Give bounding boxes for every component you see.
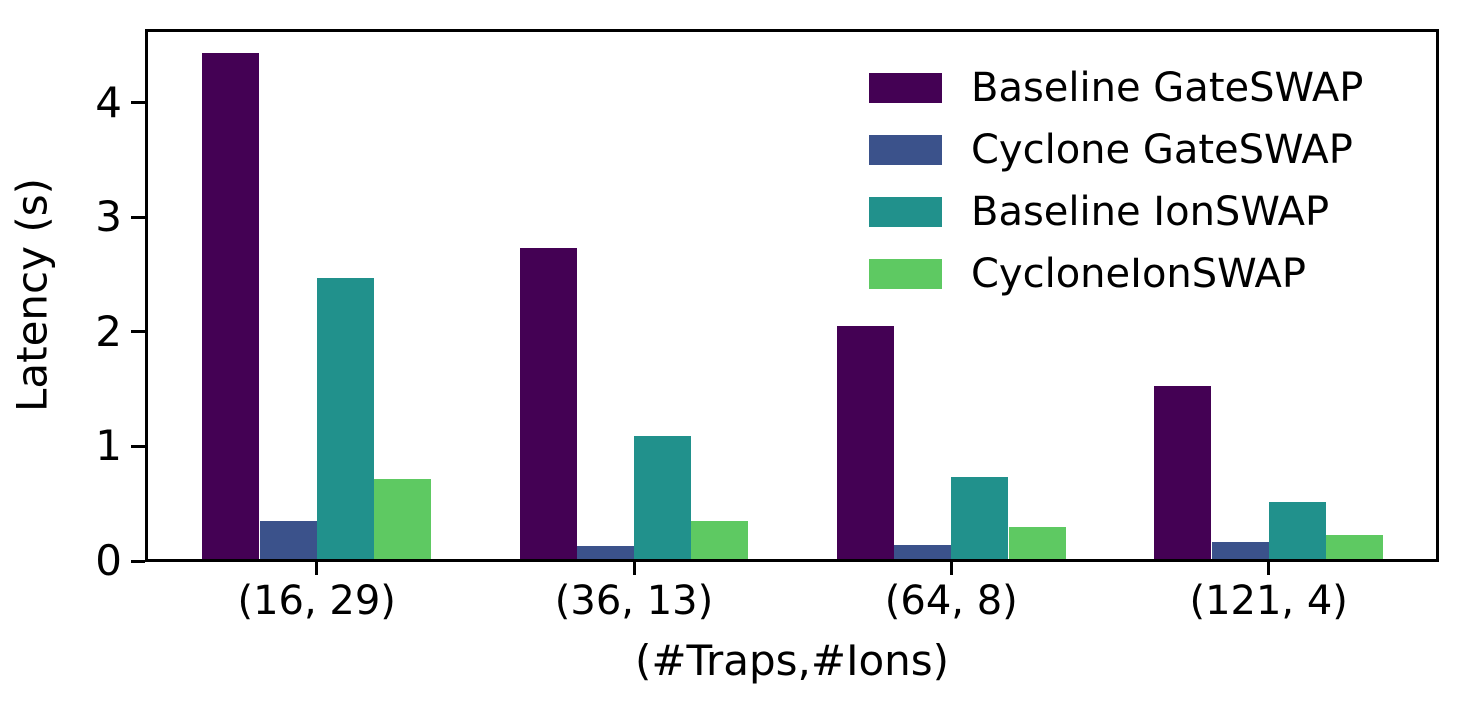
legend: Baseline GateSWAP Cyclone GateSWAP Baselin… — [869, 57, 1363, 305]
legend-swatch — [869, 73, 942, 103]
bar — [634, 436, 692, 559]
legend-swatch — [869, 259, 942, 289]
legend-label: CycloneIonSWAP — [971, 251, 1306, 297]
legend-item: Baseline GateSWAP — [869, 57, 1363, 119]
bar — [1154, 386, 1212, 559]
plot-area — [145, 29, 1439, 562]
bar — [1211, 541, 1269, 559]
bar — [1008, 526, 1066, 559]
x-tick-label: (36, 13) — [554, 578, 714, 624]
y-tick-label: 3 — [95, 192, 122, 242]
legend-item: Baseline IonSWAP — [869, 181, 1363, 243]
y-tick-label: 4 — [95, 77, 122, 127]
bar — [951, 476, 1009, 559]
y-tick-label: 1 — [95, 421, 122, 471]
bar — [373, 478, 432, 559]
x-tick-label: (121, 4) — [1189, 578, 1348, 624]
bar — [894, 545, 952, 559]
legend-label: Baseline IonSWAP — [971, 189, 1330, 235]
y-tick-mark — [131, 330, 145, 334]
bar — [576, 546, 634, 559]
x-tick-label: (64, 8) — [884, 578, 1018, 624]
y-tick-mark — [131, 559, 145, 563]
x-tick-label: (16, 29) — [237, 578, 396, 624]
y-tick-mark — [131, 444, 145, 448]
bar — [836, 326, 895, 559]
legend-item: CycloneIonSWAP — [869, 243, 1363, 305]
x-tick-mark — [632, 562, 636, 575]
bar — [691, 521, 749, 559]
x-tick-mark — [949, 562, 953, 575]
bar — [519, 248, 577, 559]
bar — [259, 521, 317, 559]
x-tick-mark — [1267, 562, 1271, 575]
y-tick-label: 0 — [95, 536, 122, 585]
legend-swatch — [869, 135, 942, 165]
legend-swatch — [869, 197, 942, 227]
x-axis-label: (#Traps,#Ions) — [634, 636, 950, 685]
legend-label: Baseline GateSWAP — [971, 65, 1364, 111]
y-tick-mark — [131, 101, 145, 105]
legend-label: Cyclone GateSWAP — [971, 127, 1353, 173]
bar — [1325, 534, 1384, 559]
x-tick-mark — [315, 562, 319, 575]
bar — [316, 278, 374, 559]
y-tick-label: 2 — [95, 306, 122, 356]
y-tick-mark — [131, 215, 145, 219]
bar — [1268, 501, 1326, 559]
bar — [202, 52, 260, 559]
legend-item: Cyclone GateSWAP — [869, 119, 1363, 181]
